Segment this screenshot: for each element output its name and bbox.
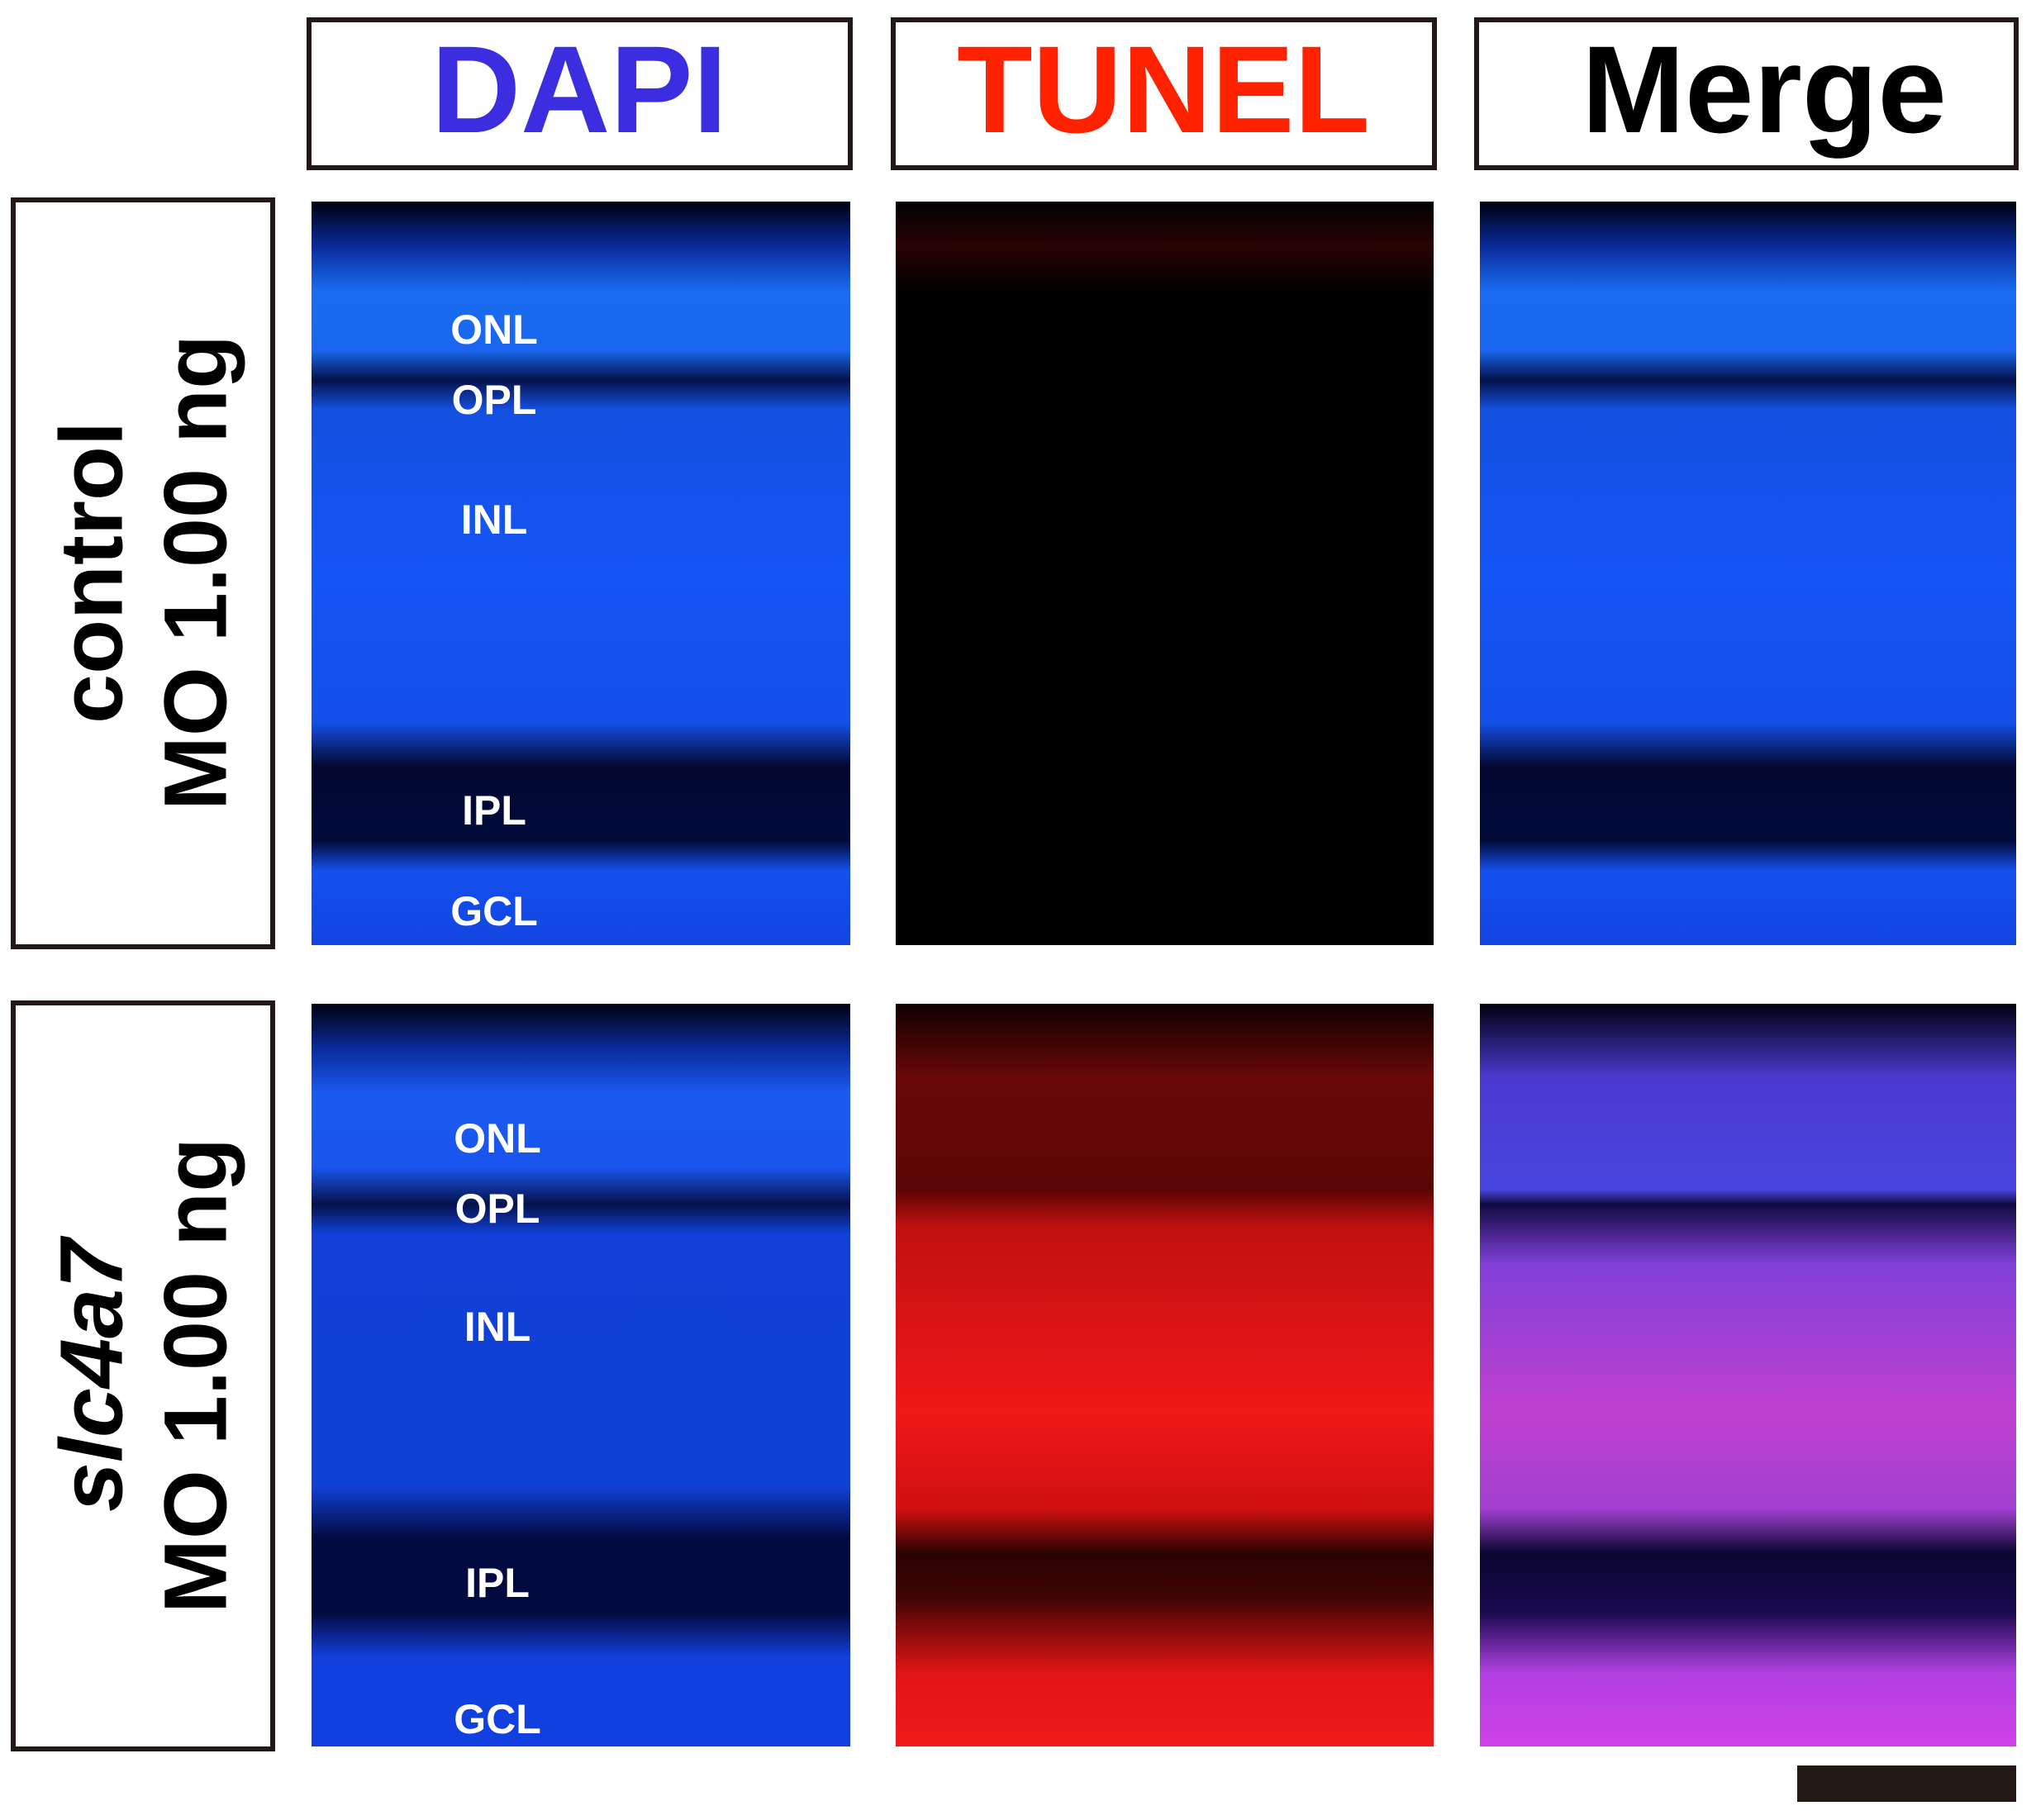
layer-label: IPL bbox=[465, 1560, 530, 1606]
dapi-image bbox=[312, 1004, 850, 1746]
layer-label: INL bbox=[461, 497, 528, 543]
header-box bbox=[307, 17, 853, 170]
header-dapi: DAPI bbox=[431, 20, 727, 159]
header-box bbox=[1474, 17, 2019, 170]
scale-bar bbox=[1797, 1765, 2016, 1802]
layer-label: GCL bbox=[450, 888, 538, 934]
tunel-image bbox=[896, 1004, 1434, 1746]
row-label: control bbox=[41, 421, 141, 724]
layer-label: OPL bbox=[452, 377, 537, 423]
merge-image bbox=[1480, 1004, 2016, 1746]
layer-label: ONL bbox=[454, 1115, 541, 1162]
merge-image bbox=[1480, 202, 2016, 945]
row-label: slc4a7 bbox=[41, 1235, 141, 1512]
layer-label: OPL bbox=[455, 1186, 540, 1232]
layer-label: GCL bbox=[454, 1696, 541, 1742]
header-merge: Merge bbox=[1582, 20, 1947, 159]
header-box bbox=[891, 17, 1437, 170]
row-dose: MO 1.00 ng bbox=[145, 1138, 245, 1613]
layer-label: IPL bbox=[462, 787, 526, 834]
dapi-image bbox=[312, 202, 850, 945]
tunel-image bbox=[896, 202, 1434, 945]
layer-label: INL bbox=[464, 1304, 531, 1350]
row-label-box bbox=[11, 197, 275, 949]
row-label-box bbox=[11, 1000, 275, 1751]
header-tunel: TUNEL bbox=[957, 20, 1370, 159]
layer-label: ONL bbox=[450, 307, 538, 353]
row-dose: MO 1.00 ng bbox=[145, 335, 245, 810]
